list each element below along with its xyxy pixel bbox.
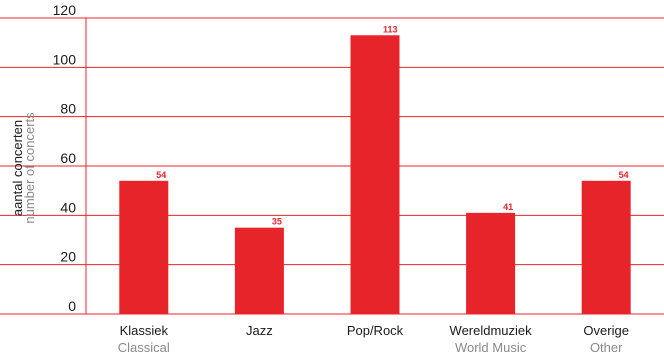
category-label: Jazz bbox=[246, 323, 273, 338]
y-tick-label: 40 bbox=[60, 199, 76, 215]
y-axis-title: aantal concerten number of concerts bbox=[10, 112, 37, 224]
y-tick-label: 0 bbox=[68, 298, 76, 314]
bar bbox=[466, 212, 516, 314]
gridlines bbox=[0, 17, 664, 315]
category-label: Wereldmuziek bbox=[450, 323, 533, 338]
y-tick-label: 80 bbox=[60, 101, 76, 117]
data-label: 113 bbox=[383, 24, 398, 34]
category-label: Pop/Rock bbox=[347, 323, 404, 338]
bar bbox=[234, 227, 284, 314]
data-label: 41 bbox=[503, 202, 513, 212]
category-label-en: World Music bbox=[455, 340, 527, 355]
y-tick-label: 100 bbox=[53, 51, 77, 67]
data-labels: 54 35 113 41 54 bbox=[156, 24, 628, 226]
bar bbox=[581, 180, 631, 314]
category-labels: Klassiek Classical Jazz Pop/Rock Wereldmuzie… bbox=[118, 323, 629, 355]
bar bbox=[119, 180, 169, 314]
y-tick-label: 120 bbox=[53, 2, 77, 18]
category-label-en: Other bbox=[590, 340, 623, 355]
data-label: 35 bbox=[272, 217, 282, 227]
data-label: 54 bbox=[619, 170, 629, 180]
y-axis-label-nl: aantal concerten bbox=[10, 120, 25, 216]
y-tick-label: 20 bbox=[60, 249, 76, 265]
category-label: Klassiek bbox=[120, 323, 169, 338]
bar bbox=[350, 35, 400, 315]
data-label: 54 bbox=[156, 170, 166, 180]
category-label: Overige bbox=[583, 323, 629, 338]
y-tick-label: 60 bbox=[60, 150, 76, 166]
y-axis-label-en: number of concerts bbox=[22, 112, 37, 224]
y-tick-labels: 0 20 40 60 80 100 120 bbox=[53, 2, 77, 314]
category-label-en: Classical bbox=[118, 340, 170, 355]
bars bbox=[119, 35, 631, 315]
